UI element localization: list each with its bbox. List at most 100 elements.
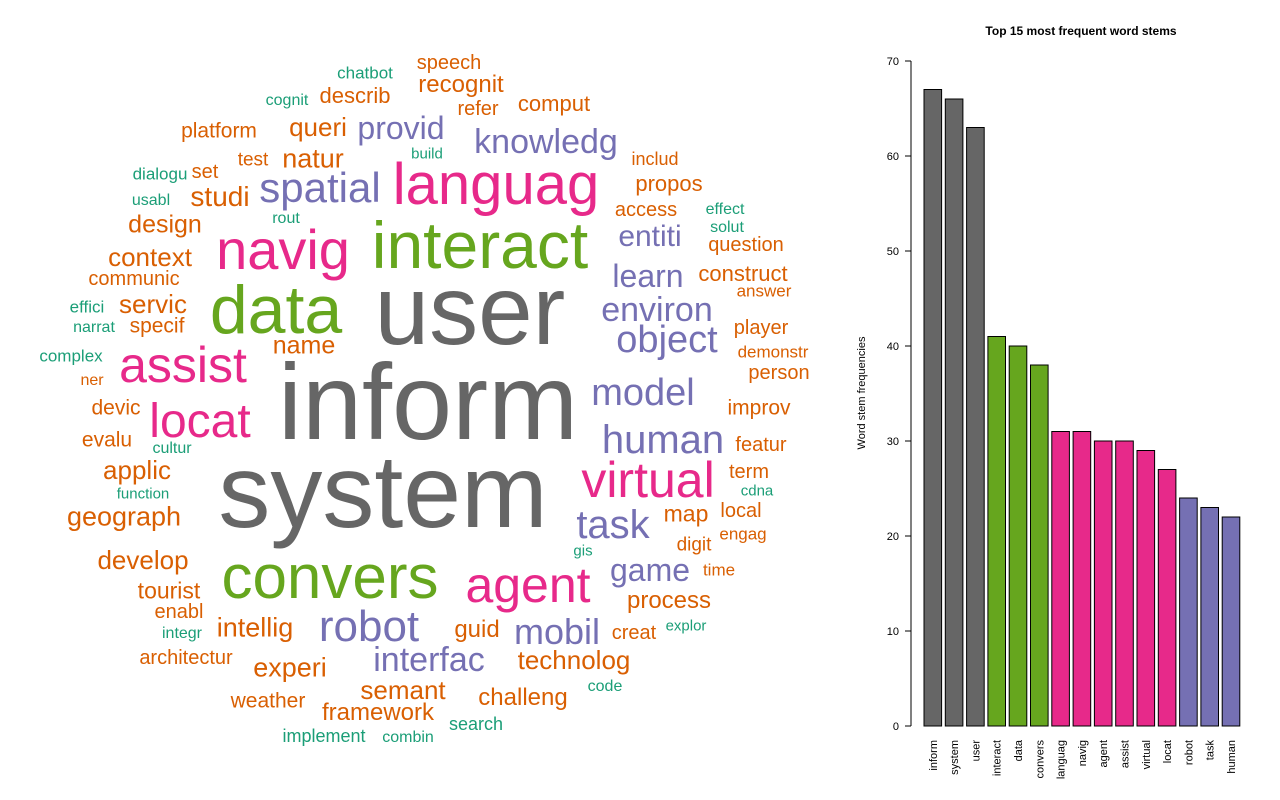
cloud-word-specif: specif: [129, 314, 185, 338]
cloud-word-develop: develop: [97, 545, 189, 575]
cloud-word-refer: refer: [457, 98, 499, 120]
cloud-word-languag: languag: [392, 152, 600, 217]
x-tick-label-robot: robot: [1183, 740, 1195, 765]
cloud-word-task: task: [576, 503, 650, 547]
cloud-word-mobil: mobil: [513, 611, 601, 652]
bar-chart: Top 15 most frequent word stems Word ste…: [856, 24, 1241, 779]
x-tick-label-user: user: [970, 740, 982, 762]
x-tick-label-agent: agent: [1098, 740, 1110, 768]
cloud-word-geograph: geograph: [66, 501, 182, 532]
cloud-word-design: design: [128, 210, 202, 239]
cloud-word-challeng: challeng: [478, 684, 568, 711]
bar-locat: [1157, 469, 1177, 727]
cloud-word-question: question: [708, 234, 784, 256]
cloud-word-person: person: [748, 362, 810, 384]
cloud-word-interact: interact: [371, 208, 589, 282]
bar-system: [944, 98, 964, 727]
cloud-word-framework: framework: [321, 699, 435, 726]
y-axis: 0 10 20 30 40 50 60 70: [887, 56, 912, 733]
cloud-word-usabl: usabl: [131, 192, 171, 209]
cloud-word-convers: convers: [221, 543, 439, 612]
bar-inform: [923, 89, 943, 727]
cloud-word-communic: communic: [88, 268, 180, 290]
x-tick-label-assist: assist: [1120, 740, 1132, 768]
cloud-word-gis: gis: [573, 542, 593, 560]
cloud-word-function: function: [116, 485, 170, 503]
cloud-word-player: player: [733, 317, 789, 339]
cloud-word-time: time: [702, 560, 736, 580]
cloud-word-interfac: interfac: [373, 641, 485, 679]
chart-title: Top 15 most frequent word stems: [985, 24, 1176, 38]
cloud-word-experi: experi: [253, 652, 327, 683]
cloud-word-knowledg: knowledg: [474, 123, 618, 161]
bar-robot: [1179, 497, 1198, 727]
bars: [923, 89, 1241, 727]
cloud-word-technolog: technolog: [517, 645, 631, 675]
cloud-word-entiti: entiti: [618, 220, 682, 253]
cloud-word-spatial: spatial: [259, 164, 381, 211]
cloud-word-queri: queri: [289, 112, 347, 142]
cloud-word-engag: engag: [719, 524, 767, 544]
bar-user: [966, 127, 985, 727]
bar-languag: [1051, 431, 1070, 727]
cloud-word-construct: construct: [698, 261, 788, 286]
cloud-word-data: data: [209, 272, 343, 348]
cloud-word-recognit: recognit: [418, 71, 504, 98]
bar-convers: [1030, 364, 1049, 727]
y-tick-label: 70: [887, 56, 899, 68]
cloud-word-inform: inform: [277, 341, 579, 462]
y-axis-label: Word stem frequencies: [856, 336, 868, 449]
cloud-word-architectur: architectur: [139, 647, 233, 669]
cloud-word-tourist: tourist: [137, 577, 201, 604]
x-tick-label-task: task: [1205, 740, 1217, 761]
word-cloud: inform system user interact data convers langu…: [39, 53, 810, 746]
cloud-word-solut: solut: [710, 219, 744, 236]
cloud-word-explor: explor: [665, 617, 707, 635]
y-tick-label: 0: [893, 721, 899, 733]
cloud-word-servic: servic: [119, 289, 187, 319]
cloud-word-platform: platform: [181, 119, 257, 143]
x-tick-label-languag: languag: [1056, 740, 1068, 779]
cloud-word-improv: improv: [727, 396, 791, 420]
cloud-word-map: map: [663, 500, 709, 527]
bar-task: [1200, 507, 1219, 727]
bar-data: [1008, 345, 1028, 727]
cloud-word-test: test: [237, 149, 269, 171]
cloud-word-semant: semant: [360, 675, 446, 705]
cloud-word-comput: comput: [517, 91, 591, 116]
cloud-word-intellig: intellig: [216, 612, 294, 643]
cloud-word-demonstr: demonstr: [737, 342, 809, 362]
cloud-word-integr: integr: [161, 625, 203, 642]
cloud-word-system: system: [218, 434, 548, 550]
x-tick-label-navig: navig: [1077, 740, 1089, 766]
cloud-word-model: model: [591, 372, 695, 414]
bar-navig: [1072, 431, 1092, 727]
cloud-word-featur: featur: [735, 434, 787, 456]
x-tick-label-system: system: [949, 740, 961, 775]
y-tick-label: 40: [887, 341, 899, 353]
cloud-word-ner: ner: [80, 372, 104, 389]
x-axis-labels: inform system user interact data convers langu…: [928, 739, 1238, 779]
cloud-word-game: game: [609, 552, 691, 588]
cloud-word-studi: studi: [190, 181, 250, 212]
cloud-word-access: access: [614, 199, 678, 221]
cloud-word-build: build: [411, 145, 443, 163]
cloud-word-name: name: [272, 331, 336, 360]
cloud-word-human: human: [601, 418, 725, 462]
bar-human: [1221, 516, 1241, 727]
cloud-word-describ: describ: [319, 83, 391, 108]
cloud-word-cognit: cognit: [265, 92, 309, 109]
cloud-word-code: code: [587, 678, 623, 695]
cloud-word-creat: creat: [611, 622, 657, 644]
cloud-word-digit: digit: [676, 534, 712, 556]
cloud-word-navig: navig: [216, 218, 350, 281]
cloud-word-evalu: evalu: [81, 428, 133, 452]
cloud-word-object: object: [616, 319, 718, 361]
cloud-word-agent: agent: [465, 557, 591, 613]
cloud-word-enabl: enabl: [154, 601, 204, 623]
cloud-word-natur: natur: [282, 143, 344, 174]
cloud-word-process: process: [626, 587, 712, 614]
cloud-word-cdna: cdna: [740, 482, 774, 500]
cloud-word-rout: rout: [272, 210, 300, 227]
bar-agent: [1093, 440, 1113, 727]
